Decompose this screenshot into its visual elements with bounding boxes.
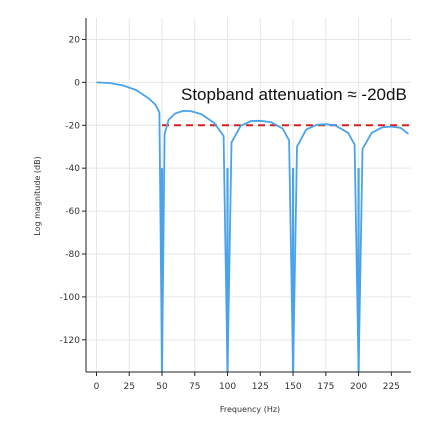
x-tick-label-8: 200 <box>350 382 367 392</box>
x-axis-ticks: 0 25 50 75 100 125 150 175 200 225 <box>94 372 400 392</box>
x-tick-label-0: 0 <box>94 382 100 392</box>
stopband-annotation: Stopband attenuation ≈ -20dB <box>181 85 407 104</box>
y-tick-label-6: -100 <box>60 293 81 303</box>
series-layer <box>96 81 409 373</box>
y-tick-label-4: -60 <box>65 207 80 217</box>
x-tick-label-9: 225 <box>383 382 400 392</box>
y-axis-ticks: 20 0 -20 -40 -60 -80 -100 -120 <box>60 35 86 346</box>
response-lobe-3 <box>292 123 360 373</box>
x-tick-label-2: 50 <box>156 382 168 392</box>
x-tick-label-4: 100 <box>219 382 236 392</box>
x-tick-label-3: 75 <box>189 382 200 392</box>
axes <box>85 18 411 373</box>
y-tick-label-3: -40 <box>65 164 80 174</box>
x-tick-label-5: 125 <box>252 382 269 392</box>
x-axis-label: Frequency (Hz) <box>220 405 280 414</box>
response-lobe-4 <box>357 125 409 373</box>
response-lobe-0 <box>96 81 163 373</box>
x-tick-label-6: 150 <box>284 382 301 392</box>
response-lobe-1 <box>161 110 229 373</box>
y-tick-label-1: 0 <box>74 78 80 88</box>
x-tick-label-1: 25 <box>124 382 135 392</box>
y-axis-label: Log magnitude (dB) <box>33 156 42 235</box>
y-tick-label-5: -80 <box>65 250 80 260</box>
y-tick-label-2: -20 <box>65 121 80 131</box>
y-tick-label-0: 20 <box>69 35 81 45</box>
response-lobe-2 <box>226 119 294 373</box>
x-tick-label-7: 175 <box>317 382 334 392</box>
y-tick-label-7: -120 <box>60 336 81 346</box>
